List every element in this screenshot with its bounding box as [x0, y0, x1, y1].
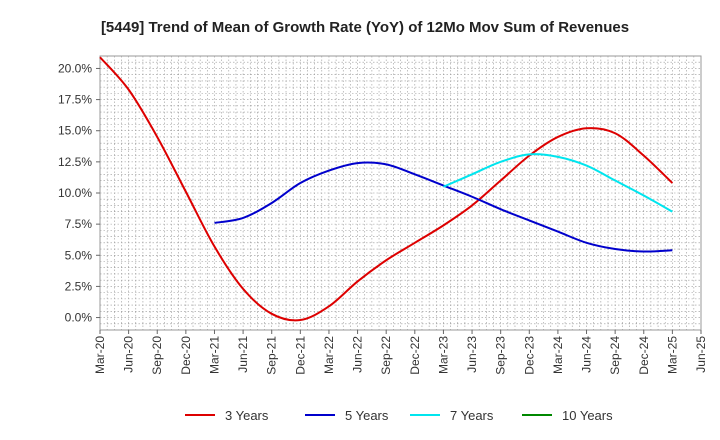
- x-tick-label: Jun-24: [580, 336, 594, 373]
- x-tick-label: Mar-22: [322, 336, 336, 374]
- legend-label-5-years: 5 Years: [345, 408, 389, 423]
- legend-label-3-years: 3 Years: [225, 408, 269, 423]
- x-tick-label: Jun-25: [694, 336, 708, 373]
- legend: 3 Years 5 Years 7 Years 10 Years: [185, 408, 613, 423]
- x-tick-label: Sep-20: [150, 336, 164, 375]
- x-tick-label: Dec-21: [293, 336, 307, 375]
- x-tick-label: Jun-23: [465, 336, 479, 373]
- x-tick-label: Jun-21: [236, 336, 250, 373]
- x-axis-ticks: Mar-20 Jun-20 Sep-20 Dec-20 Mar-21 Jun-21 Sep-…: [93, 330, 708, 375]
- y-tick-label: 12.5%: [58, 155, 92, 169]
- legend-label-7-years: 7 Years: [450, 408, 494, 423]
- x-tick-label: Dec-24: [637, 336, 651, 375]
- x-tick-label: Sep-24: [608, 336, 622, 375]
- x-tick-label: Jun-20: [122, 336, 136, 373]
- series-lines: [99, 56, 674, 322]
- y-tick-label: 2.5%: [65, 279, 93, 293]
- series-line-5-years: [214, 161, 673, 253]
- legend-label-10-years: 10 Years: [562, 408, 613, 423]
- series-line-7-years: [443, 153, 673, 213]
- x-tick-label: Mar-23: [436, 336, 450, 374]
- x-tick-label: Mar-20: [93, 336, 107, 374]
- y-tick-label: 17.5%: [58, 93, 92, 107]
- y-tick-label: 7.5%: [65, 217, 93, 231]
- x-tick-label: Mar-25: [665, 336, 679, 374]
- x-tick-label: Sep-21: [265, 336, 279, 375]
- x-tick-label: Dec-22: [408, 336, 422, 375]
- x-tick-label: Sep-23: [494, 336, 508, 375]
- x-tick-label: Sep-22: [379, 336, 393, 375]
- y-axis-ticks: 0.0% 2.5% 5.0% 7.5% 10.0% 12.5% 15.0% 17.5% 20.0…: [58, 61, 100, 325]
- x-tick-label: Dec-23: [522, 336, 536, 375]
- grid-lines: [100, 56, 701, 330]
- x-tick-label: Jun-22: [351, 336, 365, 373]
- y-tick-label: 20.0%: [58, 61, 92, 75]
- chart-title: [5449] Trend of Mean of Growth Rate (YoY…: [101, 19, 629, 36]
- x-tick-label: Mar-24: [551, 336, 565, 374]
- y-tick-label: 0.0%: [65, 311, 93, 325]
- x-tick-label: Dec-20: [179, 336, 193, 375]
- y-tick-label: 10.0%: [58, 186, 92, 200]
- series-line-3-years: [99, 56, 674, 322]
- x-tick-label: Mar-21: [207, 336, 221, 374]
- y-tick-label: 5.0%: [65, 248, 93, 262]
- y-tick-label: 15.0%: [58, 124, 92, 138]
